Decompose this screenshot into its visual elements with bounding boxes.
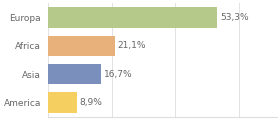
Bar <box>48 92 77 113</box>
Bar <box>48 7 217 28</box>
Bar <box>48 36 115 56</box>
Text: 21,1%: 21,1% <box>118 41 146 50</box>
Text: 16,7%: 16,7% <box>104 70 132 79</box>
Text: 53,3%: 53,3% <box>220 13 248 22</box>
Bar <box>48 64 101 84</box>
Text: 8,9%: 8,9% <box>79 98 102 107</box>
